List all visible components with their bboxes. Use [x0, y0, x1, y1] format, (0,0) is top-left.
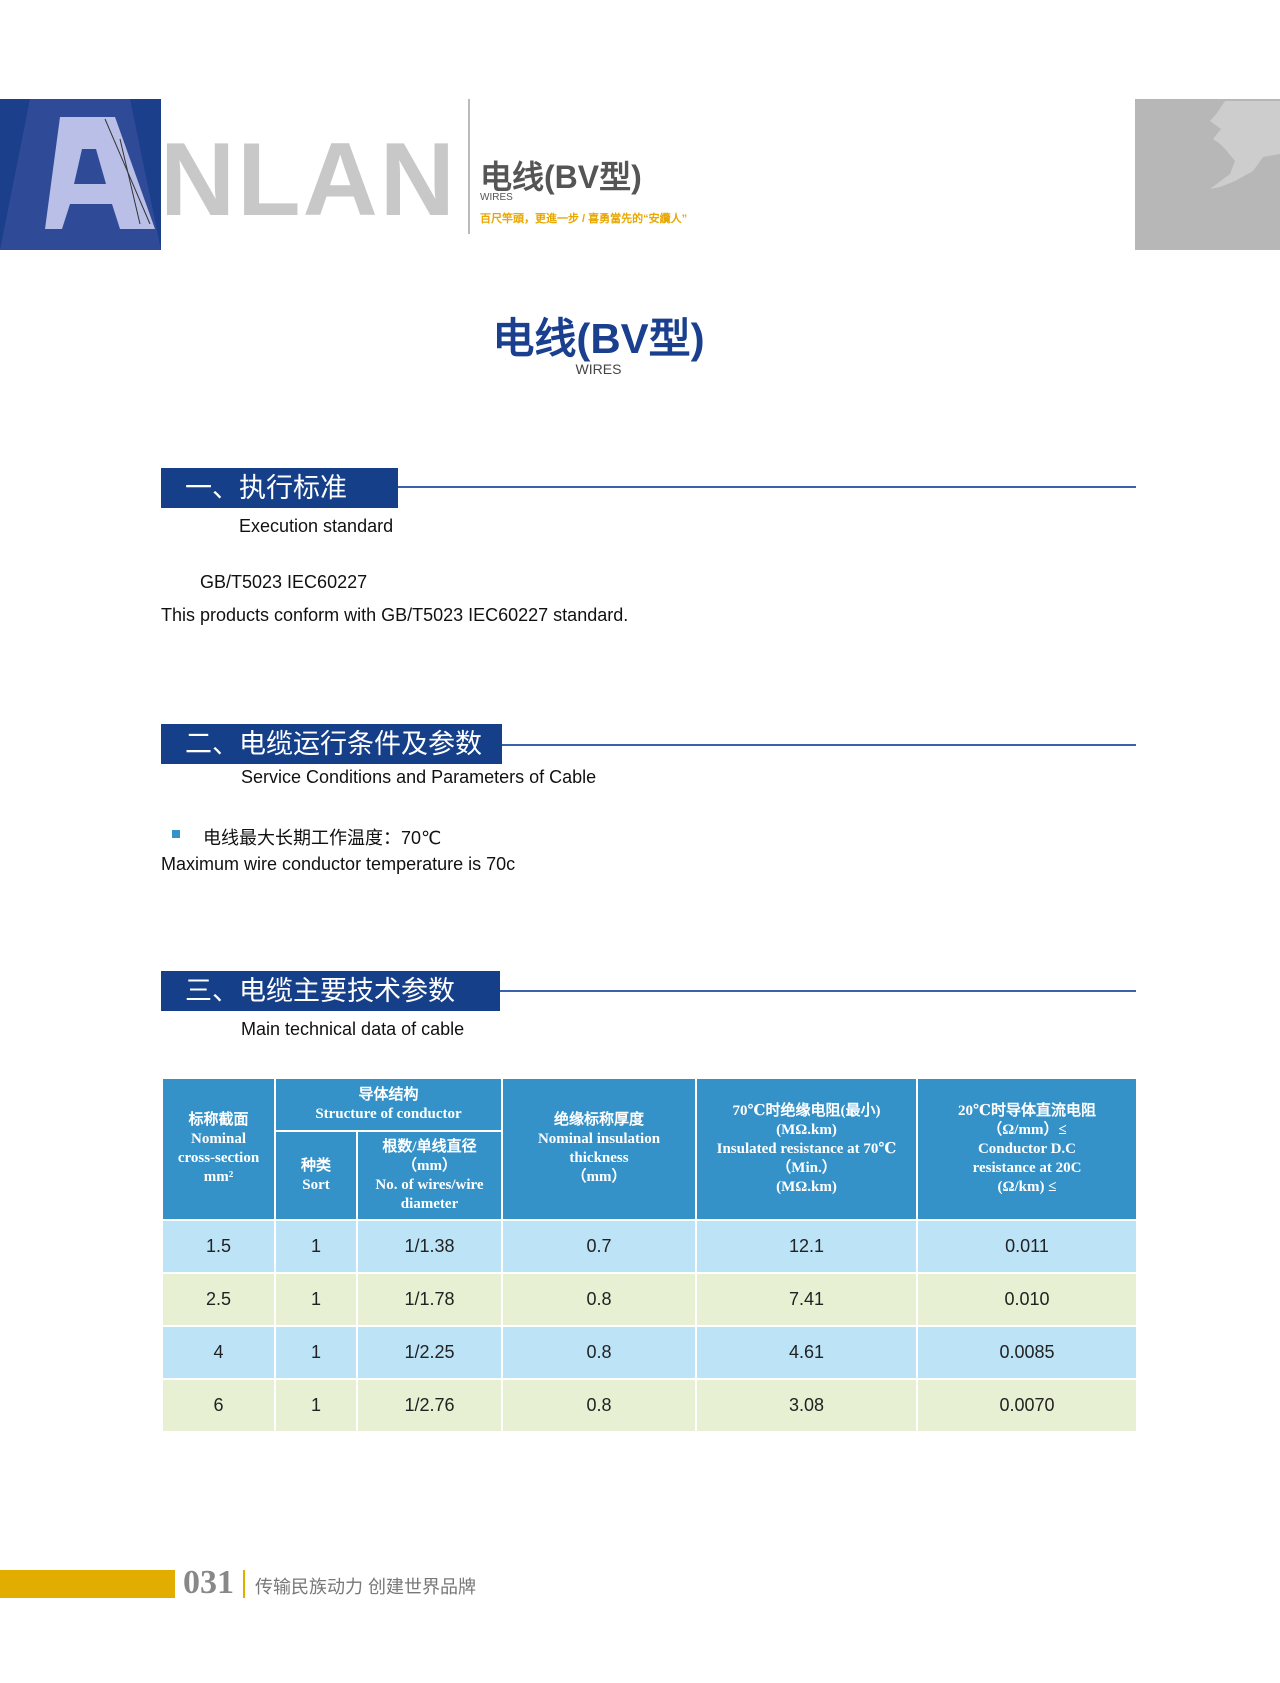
logo-a-image: [0, 99, 161, 250]
footer-divider: [243, 1570, 245, 1598]
cell: 4.61: [695, 1325, 918, 1380]
bullet-icon: [172, 830, 180, 838]
cell: 2.5: [161, 1272, 276, 1327]
cell: 1/1.78: [356, 1272, 503, 1327]
logo-text: NLAN: [160, 122, 457, 238]
header-title: 电线(BV型): [480, 159, 642, 195]
cell: 0.0070: [916, 1378, 1138, 1433]
cell: 1: [274, 1378, 358, 1433]
max-temperature-cn: 电线最大长期工作温度：70℃: [203, 828, 442, 848]
cell: 3.08: [695, 1378, 918, 1433]
section-3-heading: 三、电缆主要技术参数: [161, 971, 500, 1011]
footer-slogan: 传输民族动力 创建世界品牌: [255, 1577, 476, 1597]
header-insulation: 绝缘标称厚度 Nominal insulation thickness （mm）: [501, 1077, 697, 1221]
cell: 0.8: [501, 1272, 697, 1327]
page-number: 031: [183, 1564, 234, 1601]
header-structure: 导体结构 Structure of conductor: [274, 1077, 503, 1132]
cell: 1: [274, 1272, 358, 1327]
section-2-divider: [502, 744, 1136, 746]
cell: 6: [161, 1378, 276, 1433]
max-temperature-en: Maximum wire conductor temperature is 70…: [161, 854, 516, 874]
header-dc-resistance: 20℃时导体直流电阻 （Ω/mm）≤ Conductor D.C resistance…: [916, 1077, 1138, 1221]
cell: 7.41: [695, 1272, 918, 1327]
section-3-divider: [500, 990, 1136, 992]
section-2-subheading: Service Conditions and Parameters of Cab…: [241, 767, 597, 787]
cell: 0.8: [501, 1378, 697, 1433]
standard-codes: GB/T5023 IEC60227: [200, 572, 368, 592]
map-decoration: [1135, 99, 1280, 250]
standard-statement: This products conform with GB/T5023 IEC6…: [161, 605, 629, 625]
header-sort: 种类 Sort: [274, 1130, 358, 1221]
header-divider: [468, 99, 470, 234]
page-subtitle: WIRES: [575, 361, 622, 377]
cell: 1: [274, 1219, 358, 1274]
header-wires: 根数/单线直径 （mm） No. of wires/wire diameter: [356, 1130, 503, 1221]
header-slogan: 百尺竿頭，更進一步 / 喜勇當先的“安纜人”: [480, 213, 688, 225]
table-row: 6 1 1/2.76 0.8 3.08 0.0070: [161, 1378, 1138, 1433]
cell: 1/2.76: [356, 1378, 503, 1433]
header-cross-section: 标称截面 Nominal cross-section mm²: [161, 1077, 276, 1221]
section-3-subheading: Main technical data of cable: [241, 1019, 465, 1039]
footer-accent-bar: [0, 1570, 175, 1598]
section-1-subheading: Execution standard: [239, 516, 394, 536]
table-row: 4 1 1/2.25 0.8 4.61 0.0085: [161, 1325, 1138, 1380]
cell: 0.7: [501, 1219, 697, 1274]
cell: 0.011: [916, 1219, 1138, 1274]
section-1-divider: [398, 486, 1136, 488]
cell: 0.010: [916, 1272, 1138, 1327]
table-row: 2.5 1 1/1.78 0.8 7.41 0.010: [161, 1272, 1138, 1327]
header-subtitle: WIRES: [480, 192, 513, 203]
cell: 0.8: [501, 1325, 697, 1380]
cell: 0.0085: [916, 1325, 1138, 1380]
cell: 1/1.38: [356, 1219, 503, 1274]
header-insulated-resistance: 70℃时绝缘电阻(最小) (MΩ.km) Insulated resistance …: [695, 1077, 918, 1221]
technical-data-table: 标称截面 Nominal cross-section mm² 导体结构 Structur…: [161, 1077, 1138, 1433]
section-1-heading: 一、执行标准: [161, 468, 398, 508]
cell: 4: [161, 1325, 276, 1380]
cell: 1: [274, 1325, 358, 1380]
table-row: 1.5 1 1/1.38 0.7 12.1 0.011: [161, 1219, 1138, 1274]
cell: 1.5: [161, 1219, 276, 1274]
cell: 12.1: [695, 1219, 918, 1274]
cell: 1/2.25: [356, 1325, 503, 1380]
section-2-heading: 二、电缆运行条件及参数: [161, 724, 502, 764]
page-title: 电线(BV型): [492, 315, 705, 362]
